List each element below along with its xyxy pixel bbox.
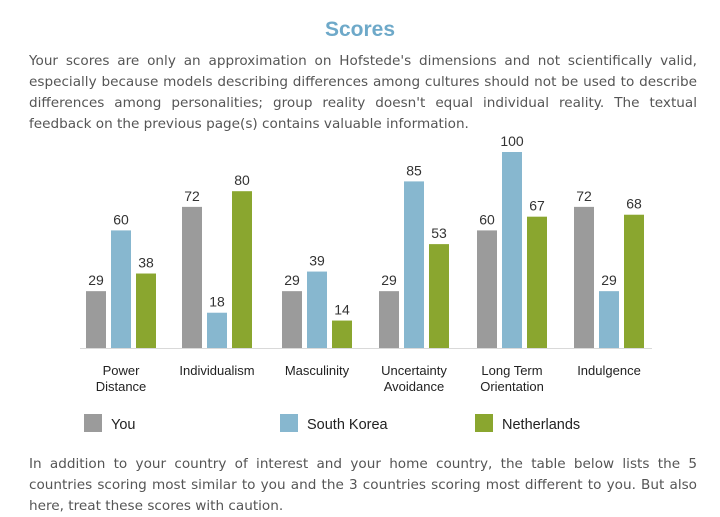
bar-power-distance-south-korea [111, 230, 131, 348]
bar-power-distance-netherlands [136, 273, 156, 348]
legend-swatch-south-korea [280, 414, 298, 432]
page-title: Scores [324, 18, 396, 41]
legend-label-netherlands: Netherlands [502, 417, 580, 433]
data-label-individualism-netherlands: 80 [234, 172, 250, 188]
bar-indulgence-you [574, 206, 594, 348]
category-label-uncertainty-avoidance: Avoidance [384, 379, 444, 394]
bar-long-term-orientation-netherlands [527, 216, 547, 348]
data-label-indulgence-netherlands: 68 [626, 196, 642, 212]
outro-paragraph: In addition to your country of interest … [29, 456, 697, 514]
data-label-uncertainty-avoidance-netherlands: 53 [431, 225, 447, 241]
legend-label-you: You [111, 417, 135, 433]
bar-indulgence-south-korea [599, 291, 619, 348]
bars-group: 29 60 38 72 18 80 29 39 14 29 85 53 60 100 67 72 29 68 [86, 133, 644, 348]
bar-individualism-netherlands [232, 191, 252, 348]
data-label-long-term-orientation-netherlands: 67 [529, 198, 545, 214]
category-label-long-term-orientation: Long Term [481, 363, 542, 378]
scores-bar-chart: 29 60 38 72 18 80 29 39 14 29 85 53 60 100 67 72 29 68 Po… [80, 133, 652, 433]
bar-power-distance-you [86, 291, 106, 348]
category-label-long-term-orientation: Orientation [480, 379, 544, 394]
category-label-indulgence: Indulgence [577, 363, 641, 378]
bar-uncertainty-avoidance-you [379, 291, 399, 348]
legend-swatch-you [84, 414, 102, 432]
data-label-long-term-orientation-you: 60 [479, 211, 495, 227]
category-label-masculinity: Masculinity [285, 363, 350, 378]
bar-long-term-orientation-you [477, 230, 497, 348]
data-label-power-distance-netherlands: 38 [138, 255, 154, 271]
data-label-power-distance-you: 29 [88, 272, 104, 288]
data-label-uncertainty-avoidance-south-korea: 85 [406, 162, 422, 178]
bar-long-term-orientation-south-korea [502, 152, 522, 348]
bar-individualism-you [182, 206, 202, 348]
category-label-power-distance: Distance [96, 379, 147, 394]
data-label-individualism-you: 72 [184, 188, 200, 204]
category-label-uncertainty-avoidance: Uncertainty [381, 363, 447, 378]
bar-uncertainty-avoidance-south-korea [404, 181, 424, 348]
data-label-indulgence-south-korea: 29 [601, 272, 617, 288]
bar-masculinity-south-korea [307, 271, 327, 348]
category-label-power-distance: Power [103, 363, 141, 378]
category-label-individualism: Individualism [179, 363, 254, 378]
chart-legend: You South Korea Netherlands [84, 414, 580, 433]
bar-indulgence-netherlands [624, 214, 644, 348]
data-label-individualism-south-korea: 18 [209, 294, 225, 310]
data-label-indulgence-you: 72 [576, 188, 592, 204]
data-label-masculinity-netherlands: 14 [334, 302, 350, 318]
bar-uncertainty-avoidance-netherlands [429, 244, 449, 348]
bar-individualism-south-korea [207, 312, 227, 348]
intro-paragraph: Your scores are only an approximation on… [29, 53, 697, 132]
data-label-masculinity-south-korea: 39 [309, 253, 325, 269]
legend-swatch-netherlands [475, 414, 493, 432]
bar-masculinity-you [282, 291, 302, 348]
data-label-long-term-orientation-south-korea: 100 [500, 133, 524, 149]
legend-label-south-korea: South Korea [307, 417, 389, 433]
data-label-power-distance-south-korea: 60 [113, 211, 129, 227]
data-label-masculinity-you: 29 [284, 272, 300, 288]
data-label-uncertainty-avoidance-you: 29 [381, 272, 397, 288]
bar-masculinity-netherlands [332, 320, 352, 348]
